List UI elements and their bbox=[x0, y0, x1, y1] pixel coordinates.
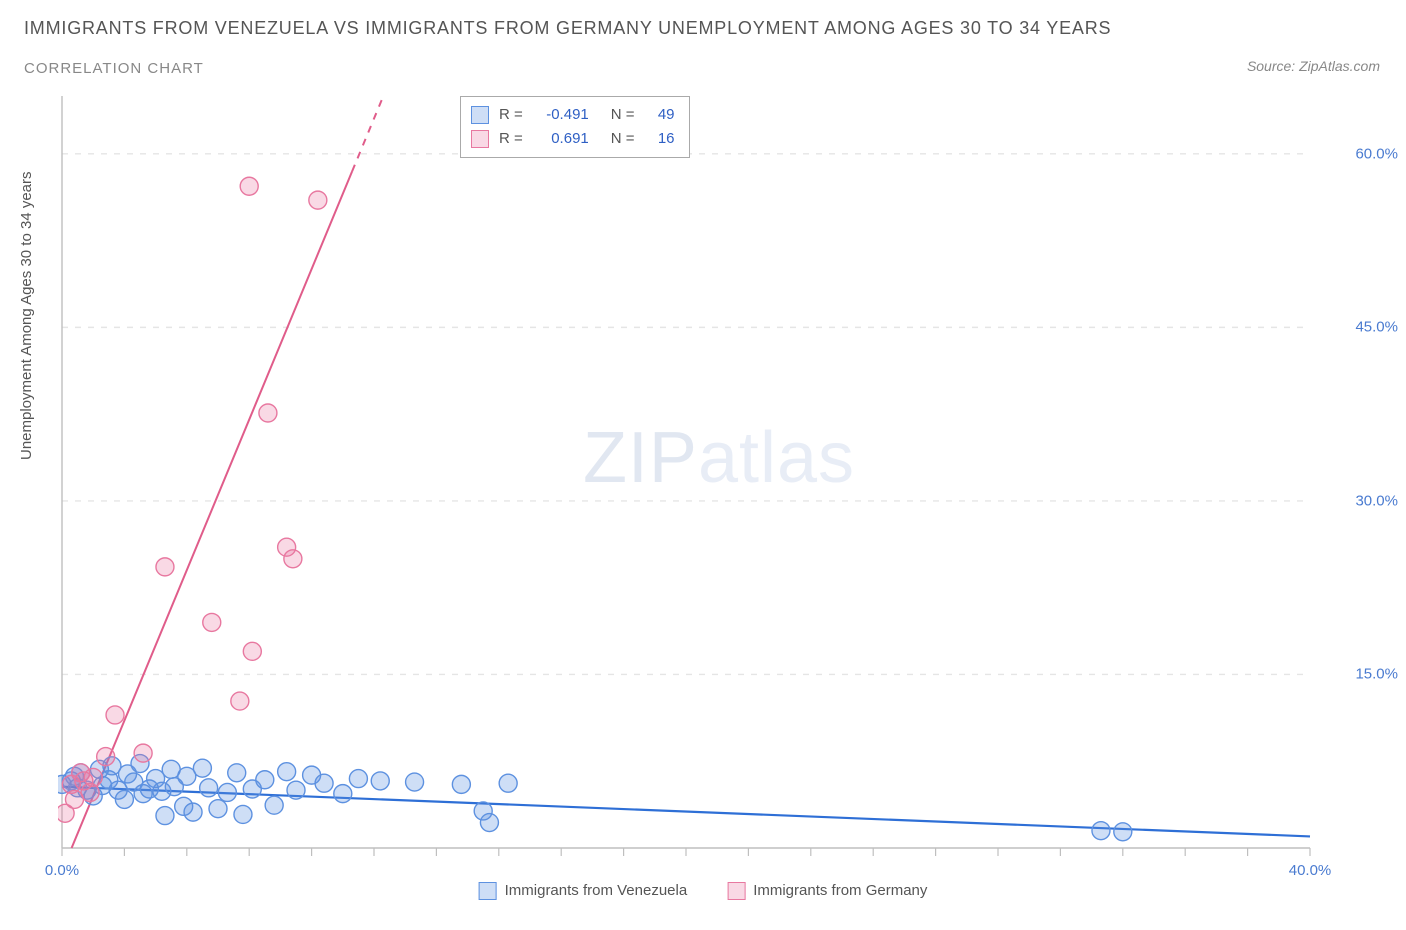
legend-swatch bbox=[471, 130, 489, 148]
legend-n-value: 16 bbox=[645, 127, 675, 151]
correlation-legend: R = -0.491 N = 49 R = 0.691 N = 16 bbox=[460, 96, 690, 158]
legend-item: Immigrants from Venezuela bbox=[479, 882, 688, 900]
legend-n-label: N = bbox=[611, 103, 635, 127]
y-right-tick-label: 30.0% bbox=[1355, 492, 1398, 509]
legend-item: Immigrants from Germany bbox=[727, 882, 927, 900]
legend-r-value: -0.491 bbox=[533, 103, 589, 127]
y-right-tick-label: 45.0% bbox=[1355, 319, 1398, 336]
scatter-plot bbox=[58, 92, 1380, 888]
legend-n-value: 49 bbox=[645, 103, 675, 127]
source-label: Source: ZipAtlas.com bbox=[1247, 58, 1380, 74]
x-tick-label: 0.0% bbox=[45, 862, 79, 879]
legend-label: Immigrants from Germany bbox=[753, 882, 927, 899]
legend-r-value: 0.691 bbox=[533, 127, 589, 151]
legend-r-label: R = bbox=[499, 103, 523, 127]
chart-title: IMMIGRANTS FROM VENEZUELA VS IMMIGRANTS … bbox=[24, 18, 1111, 39]
series-legend: Immigrants from Venezuela Immigrants from… bbox=[479, 858, 928, 924]
legend-row: R = -0.491 N = 49 bbox=[471, 103, 675, 127]
legend-r-label: R = bbox=[499, 127, 523, 151]
legend-n-label: N = bbox=[611, 127, 635, 151]
legend-row: R = 0.691 N = 16 bbox=[471, 127, 675, 151]
y-axis-label: Unemployment Among Ages 30 to 34 years bbox=[18, 171, 35, 460]
legend-swatch bbox=[471, 106, 489, 124]
chart-subtitle: CORRELATION CHART bbox=[24, 60, 204, 77]
y-right-tick-label: 15.0% bbox=[1355, 666, 1398, 683]
legend-swatch bbox=[727, 882, 745, 900]
legend-label: Immigrants from Venezuela bbox=[505, 882, 688, 899]
y-right-tick-label: 60.0% bbox=[1355, 145, 1398, 162]
legend-swatch bbox=[479, 882, 497, 900]
x-tick-label: 40.0% bbox=[1289, 862, 1332, 879]
chart-area: ZIPatlas bbox=[58, 92, 1380, 888]
